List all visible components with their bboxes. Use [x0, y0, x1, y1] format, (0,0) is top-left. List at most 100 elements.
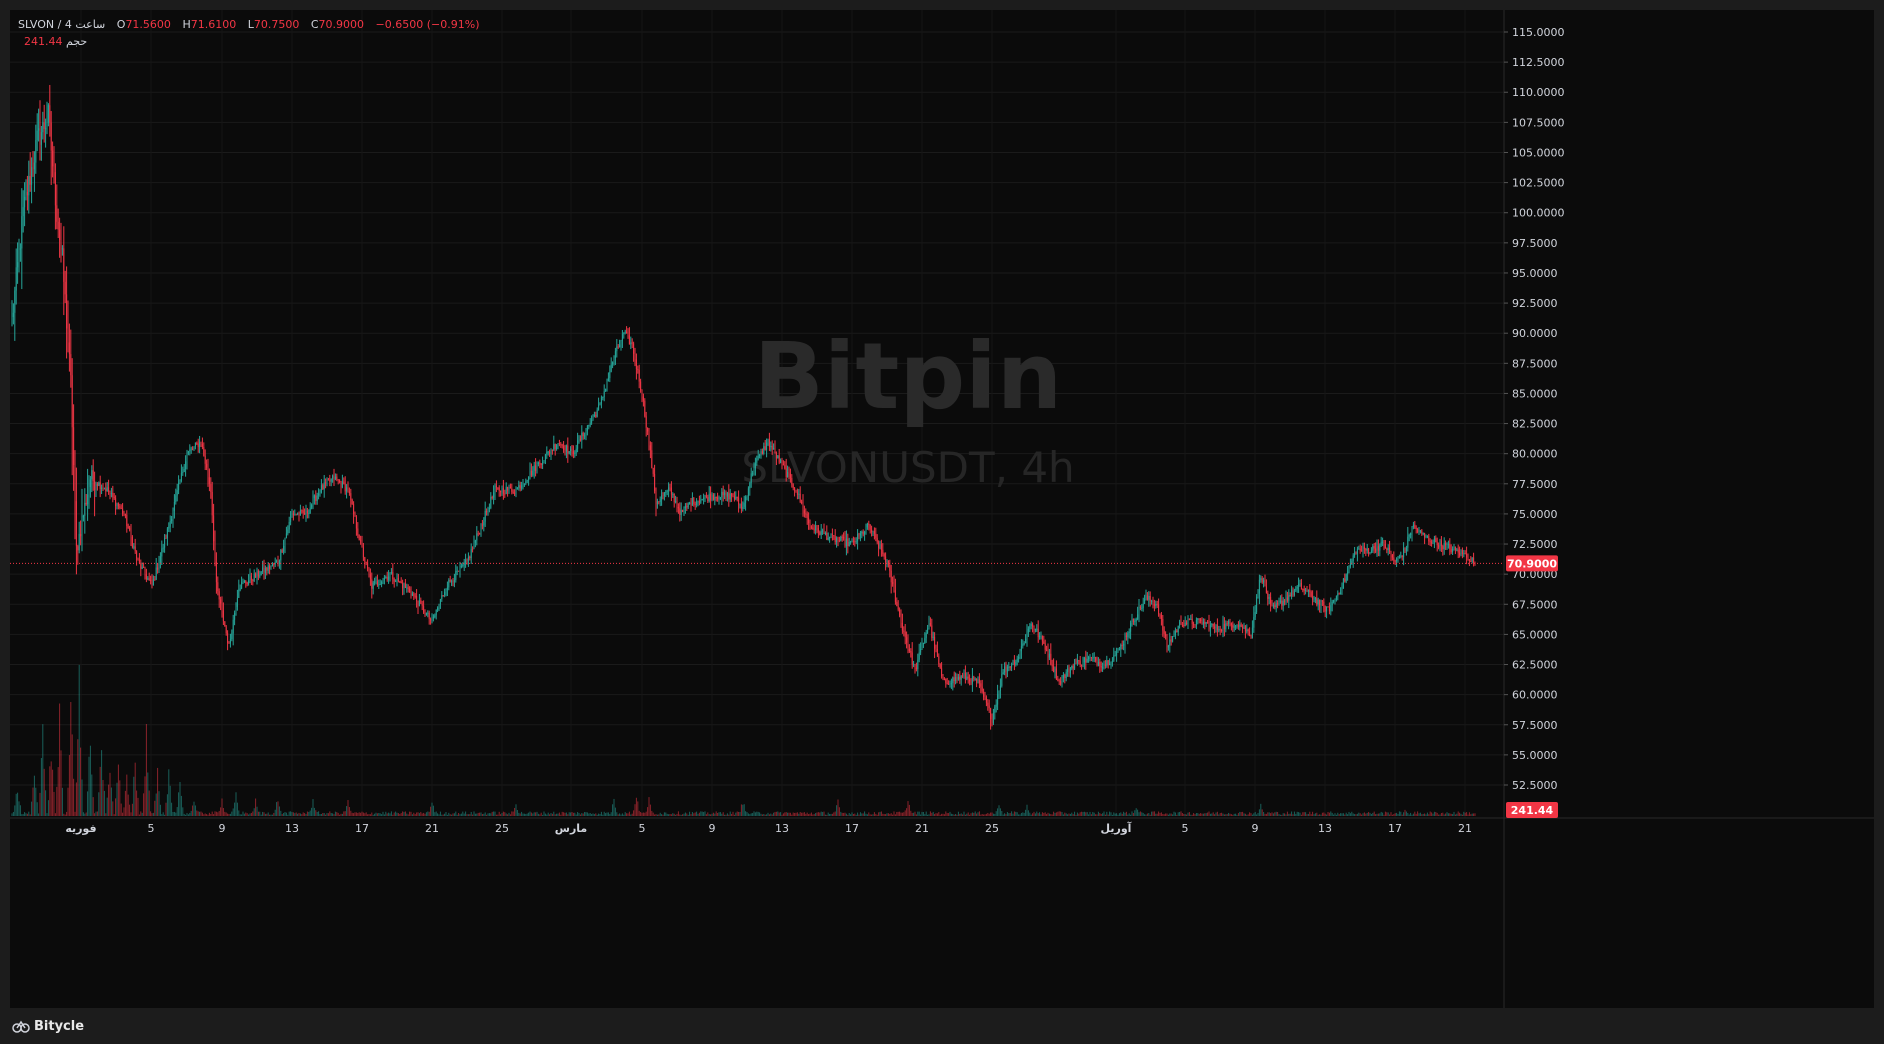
candle-body — [908, 648, 910, 652]
volume-bar — [879, 811, 881, 816]
price-tick-label: 70.0000 — [1512, 568, 1558, 581]
candle-body — [105, 488, 107, 492]
volume-bar — [180, 795, 182, 816]
volume-bar — [561, 811, 563, 816]
candle-body — [672, 493, 674, 495]
volume-bar — [1359, 813, 1361, 816]
volume-bar — [584, 812, 586, 816]
candle-body — [1237, 625, 1239, 627]
candle-body — [73, 427, 75, 466]
volume-bar — [568, 812, 570, 816]
candle-body — [1321, 600, 1323, 602]
volume-bar — [1293, 811, 1295, 816]
candle-body — [771, 445, 773, 450]
volume-bar — [547, 812, 549, 816]
volume-bar — [760, 813, 762, 816]
volume-bar — [81, 779, 83, 816]
watermark: Bitpin SLVONUSDT, 4h — [741, 323, 1074, 492]
candle-body — [53, 166, 55, 173]
candle-body — [241, 582, 243, 589]
brand[interactable]: Bitycle — [12, 1019, 84, 1034]
volume-bar — [201, 812, 203, 816]
time-axis[interactable]: فوریه 5 9 13 17 21 25 مارس 5 9 13 17 21 25 آوریل 5 9 13 17… — [10, 817, 1874, 835]
candle-body — [267, 565, 269, 571]
volume-bar — [696, 811, 698, 816]
volume-bar — [970, 813, 972, 816]
candle-body — [1141, 608, 1143, 610]
volume-bar — [603, 811, 605, 816]
candle-body — [1403, 548, 1405, 558]
candle-body — [698, 500, 700, 503]
volume-bar — [714, 813, 716, 816]
candle-body — [1415, 527, 1417, 530]
volume-bar — [542, 814, 544, 816]
candle-body — [880, 544, 882, 550]
volume-bar — [449, 814, 451, 816]
candle-body — [248, 580, 250, 584]
high-label: H — [182, 18, 191, 31]
chart-frame[interactable]: Bitpin SLVONUSDT, 4h 115.0000 112.5000 110… — [10, 10, 1874, 1008]
volume-bar — [220, 807, 222, 816]
volume-bar — [316, 811, 318, 816]
volume-bar — [208, 812, 210, 816]
volume-bar — [92, 797, 94, 816]
symbol-label[interactable]: SLVON / 4 ساعت — [18, 18, 106, 31]
volume-bar — [1207, 812, 1209, 816]
candle-body — [448, 580, 450, 588]
volume-bar — [585, 812, 587, 816]
candle-body — [68, 342, 70, 355]
volume-bar — [1417, 811, 1419, 816]
candle-body — [474, 540, 476, 543]
candle-body — [854, 541, 856, 543]
candle-body — [446, 587, 448, 591]
candle-body — [1050, 653, 1052, 665]
candle-body — [1120, 644, 1122, 650]
volume-label: حجم — [66, 35, 88, 48]
price-tick-label: 115.0000 — [1512, 26, 1565, 39]
volume-bar — [388, 812, 390, 816]
volume-bar — [1114, 813, 1116, 816]
candle-body — [675, 501, 677, 503]
price-chart[interactable]: Bitpin SLVONUSDT, 4h 115.0000112.5000110… — [10, 10, 1874, 1008]
price-axis[interactable]: 115.0000112.5000110.0000107.5000105.0000… — [1503, 10, 1565, 1008]
volume-bar — [869, 814, 871, 816]
volume-bar — [739, 811, 741, 816]
candle-body — [302, 510, 304, 513]
volume-bar — [63, 813, 65, 816]
candle-body — [312, 498, 314, 506]
volume-bar — [1050, 814, 1052, 816]
volume-bar — [472, 814, 474, 816]
candle-body — [1281, 600, 1283, 606]
volume-bar — [480, 812, 482, 816]
volume-bar — [199, 811, 201, 816]
volume-bar — [140, 811, 142, 816]
volume-bar — [609, 814, 611, 816]
volume-bar — [602, 814, 604, 816]
volume-bar — [913, 812, 915, 816]
volume-bar — [1081, 811, 1083, 816]
volume-bar — [1013, 811, 1015, 816]
volume-bar — [187, 814, 189, 816]
candle-body — [1426, 536, 1428, 538]
candle-body — [691, 497, 693, 506]
candle-body — [1200, 619, 1202, 622]
candle-body — [1158, 604, 1160, 615]
volume-bar — [1314, 813, 1316, 816]
volume-bar — [1263, 811, 1265, 816]
volume-bar — [430, 806, 432, 816]
candle-body — [605, 389, 607, 392]
candle-body — [1400, 555, 1402, 557]
volume-bar — [178, 792, 180, 816]
volume-bar — [1088, 814, 1090, 816]
volume-bar — [571, 812, 573, 816]
candle-body — [878, 542, 880, 549]
candle-body — [837, 538, 839, 541]
candle-body — [1250, 635, 1252, 638]
candle-body — [525, 481, 527, 484]
candle-body — [159, 556, 161, 564]
candle-body — [630, 342, 632, 345]
volume-bar — [382, 811, 384, 816]
volume-bar — [983, 814, 985, 816]
candle-body — [1211, 624, 1213, 626]
volume-bar — [788, 812, 790, 816]
